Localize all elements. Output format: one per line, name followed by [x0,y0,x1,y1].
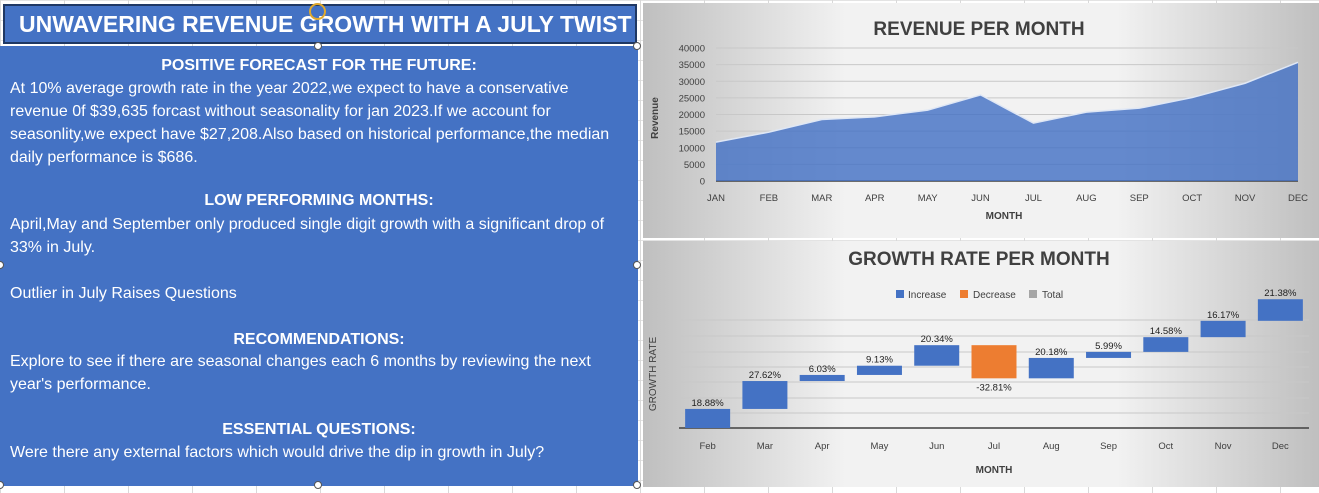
growth-data-label: -32.81% [976,382,1012,393]
revenue-x-tick: SEP [1130,193,1149,204]
revenue-chart-svg: REVENUE PER MONTH 0 5000 10000 15000 20000 25… [650,19,1308,222]
growth-chart-title: GROWTH RATE PER MONTH [848,249,1109,270]
revenue-y-axis-label: Revenue [650,97,661,139]
revenue-y-tick: 0 [700,177,705,188]
growth-bar-increase [1143,337,1189,352]
revenue-y-tick: 15000 [679,127,705,138]
growth-x-tick: Jul [988,441,1000,452]
revenue-x-axis-label: MONTH [986,211,1023,222]
revenue-chart[interactable]: REVENUE PER MONTH 0 5000 10000 15000 20000 25… [643,3,1319,238]
recommendations-text: Explore to see if there are seasonal cha… [10,353,591,393]
revenue-y-tick: 30000 [679,77,705,88]
growth-bar-increase [1257,299,1303,321]
forecast-heading: POSITIVE FORECAST FOR THE FUTURE: [161,57,477,74]
growth-x-tick: Aug [1043,441,1060,452]
growth-bar-decrease [971,345,1017,379]
growth-x-tick: Oct [1158,441,1173,452]
low-months-heading: LOW PERFORMING MONTHS: [204,192,434,209]
forecast-text: At 10% average growth rate in the year 2… [10,80,610,166]
growth-x-tick: Sep [1100,441,1117,452]
revenue-x-tick: APR [865,193,885,204]
growth-data-label: 5.99% [1095,341,1122,352]
resize-handle-top-right[interactable] [633,42,641,50]
growth-x-tick: May [870,441,888,452]
growth-chart-svg: GROWTH RATE PER MONTH Increase Decrease … [648,249,1309,476]
growth-data-label: 9.13% [866,355,893,366]
revenue-x-tick: MAR [811,193,832,204]
resize-handle-top[interactable] [314,42,322,50]
legend-increase-label: Increase [908,290,947,301]
growth-bar-increase [856,365,902,375]
growth-data-label: 21.38% [1264,288,1297,299]
resize-handle-right[interactable] [633,261,641,269]
recommendations-heading: RECOMMENDATIONS: [233,331,405,348]
legend-decrease-label: Decrease [973,290,1016,301]
legend-total-label: Total [1042,290,1063,301]
revenue-x-tick: JUN [971,193,990,204]
revenue-x-tick: MAY [918,193,939,204]
questions-text: Were there any external factors which wo… [10,444,545,461]
growth-bar-increase [685,408,731,428]
growth-y-axis-label: GROWTH RATE [648,337,659,412]
growth-bar-increase [1028,357,1074,379]
growth-x-axis-label: MONTH [976,465,1013,476]
legend-total-swatch [1029,290,1037,298]
revenue-x-tick: DEC [1288,193,1308,204]
growth-x-tick: Apr [815,441,830,452]
resize-handle-bottom-right[interactable] [633,481,641,489]
growth-data-label: 27.62% [749,370,782,381]
revenue-x-tick: AUG [1076,193,1097,204]
growth-data-label: 20.18% [1035,347,1068,358]
revenue-y-tick: 10000 [679,143,705,154]
growth-x-tick: Feb [699,441,715,452]
growth-bar-increase [742,381,788,409]
revenue-x-tick: FEB [760,193,778,204]
questions-heading: ESSENTIAL QUESTIONS: [222,421,416,438]
growth-data-label: 14.58% [1150,326,1183,337]
growth-x-tick: Nov [1215,441,1232,452]
revenue-chart-title: REVENUE PER MONTH [873,19,1084,40]
growth-bar-increase [799,374,845,382]
growth-data-label: 18.88% [692,398,725,409]
growth-data-label: 6.03% [809,364,836,375]
summary-text-box[interactable]: POSITIVE FORECAST FOR THE FUTURE: At 10%… [0,46,638,486]
revenue-y-tick: 40000 [679,44,705,55]
growth-x-tick: Dec [1272,441,1289,452]
legend-decrease-swatch [960,290,968,298]
revenue-area-outline [715,61,1299,143]
revenue-y-tick: 5000 [684,160,705,171]
growth-data-label: 20.34% [921,334,954,345]
growth-bar-increase [914,345,960,366]
revenue-area-series [716,62,1298,181]
growth-legend: Increase Decrease Total [896,290,1063,301]
revenue-y-tick: 20000 [679,110,705,121]
outlier-text: Outlier in July Raises Questions [10,285,237,302]
low-months-text: April,May and September only produced si… [10,216,605,256]
growth-bar-increase [1086,351,1132,358]
growth-rate-chart[interactable]: GROWTH RATE PER MONTH Increase Decrease … [643,241,1319,487]
revenue-y-tick: 25000 [679,93,705,104]
revenue-x-tick: JAN [707,193,725,204]
revenue-y-tick: 35000 [679,60,705,71]
revenue-x-tick: NOV [1235,193,1256,204]
growth-bar-increase [1200,320,1246,338]
rotate-handle-icon[interactable] [309,3,326,20]
growth-data-label: 16.17% [1207,310,1240,321]
revenue-x-tick: OCT [1182,193,1202,204]
revenue-x-tick: JUL [1025,193,1042,204]
growth-x-tick: Jun [929,441,944,452]
resize-handle-bottom[interactable] [314,481,322,489]
legend-increase-swatch [896,290,904,298]
growth-x-tick: Mar [757,441,773,452]
